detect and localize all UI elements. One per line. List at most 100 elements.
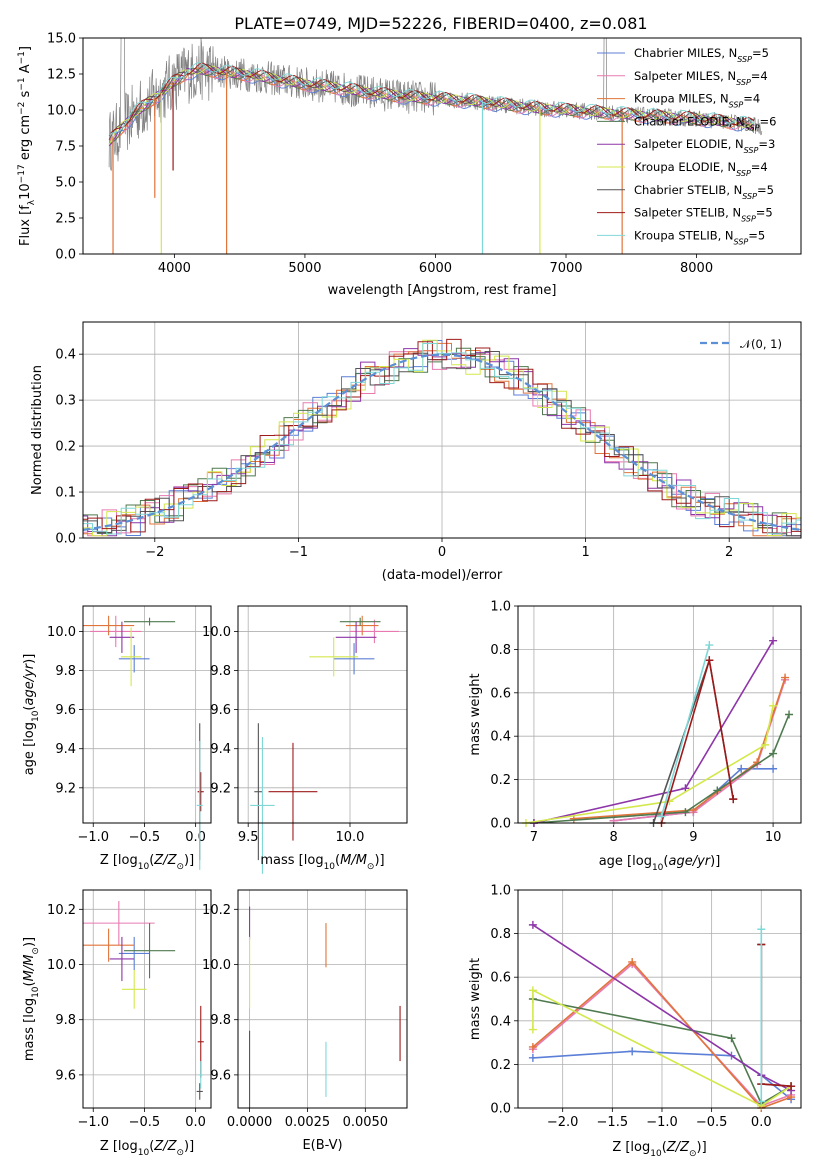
weight-vs-age-frame [517,605,802,824]
legend-sub: SSP [734,237,749,246]
age-vs-Z-ylabel: age [log10(age/yr)] [22,654,41,776]
weight-vs-age-point [769,636,778,645]
weight-vs-age-panel: 7 8 9 10 0.0 0.2 0.4 0.6 0.8 1.0 mass weight age [l… [468,600,802,873]
age-vs-Z-panel: −1.0 −0.5 0.09.29.49.69.810.0Z [log10(Z/Z⊙… [22,605,212,872]
residuals-plot-area [83,338,801,537]
residuals-ytick-label: 0.2 [55,440,76,455]
age-vs-Z-ytick-label: 10.0 [47,625,76,640]
spectrum-ytick-label: 15.0 [47,32,76,47]
age-vs-mass-xtick-label: 9.5 [238,830,259,845]
spectrum-ylabel-part: A [18,64,33,77]
residuals-ytick-label: 0.3 [55,394,76,409]
age-vs-Z-xtick-label: 0.0 [185,830,206,845]
weight-vs-Z-point [787,1082,796,1091]
age-vs-Z-ylabel-part: age [log [22,722,37,775]
weight-vs-Z-ytick-label: 0.4 [490,1014,511,1029]
weight-vs-Z-xtick-label: −2.0 [547,1115,579,1130]
mass-vs-EBV-ytick-label: 10.0 [202,958,231,973]
legend-n: =4 [751,160,768,174]
weight-vs-Z-point [528,1025,537,1034]
weight-vs-Z-xlabel-part: )] [697,1140,707,1155]
mass-vs-EBV-xlabel: E(B-V) [302,1138,342,1153]
weight-vs-Z-xlabel-part: ⊙ [689,1149,697,1159]
mass-vs-EBV-xtick-label: 0.0000 [227,1115,273,1130]
weight-vs-age-ytick-label: 0.4 [490,730,511,745]
weight-vs-age-series-line [525,705,774,824]
weight-vs-age-ytick-label: 0.0 [490,817,511,832]
spectrum-legend-label: Salpeter MILES, NSSP=4 [634,69,768,87]
mass-vs-EBV-xtick-label: 0.0050 [343,1115,389,1130]
weight-vs-age-series-line [660,644,711,817]
age-vs-mass-ytick-label: 9.2 [210,781,231,796]
mass-vs-Z-ytick-label: 9.8 [55,1013,76,1028]
spectrum-xlabel: wavelength [Angstrom, rest frame] [328,283,557,298]
residuals-xtick-label: 2 [725,545,733,560]
mass-vs-Z-xlabel-part: Z/Z [153,1139,177,1154]
weight-vs-age-point [785,710,794,719]
weight-vs-Z-point [528,986,537,995]
spectrum-model-line [108,69,755,145]
mass-vs-Z-ylabel-part: )] [22,937,37,947]
spectrum-model-line [108,66,755,147]
weight-vs-Z-xtick-label: −1.0 [646,1115,678,1130]
weight-vs-Z-xtick-label: −1.5 [597,1115,629,1130]
weight-vs-age-point [737,764,746,773]
legend-name: Chabrier ELODIE, N [634,114,745,128]
weight-vs-Z-point [727,1034,736,1043]
spectrum-ylabel-part: ] [18,46,33,51]
age-vs-mass-xlabel-part: M/M [340,853,367,868]
mass-vs-Z-ytick-label: 9.6 [55,1068,76,1083]
legend-name: Kroupa STELIB, N [634,228,734,242]
age-vs-Z-xtick-label: −1.0 [77,830,109,845]
weight-vs-age-xtick-label: 9 [689,830,697,845]
weight-vs-age-point [781,673,790,682]
weight-vs-age-point [681,784,690,793]
weight-vs-age-xtick-label: 10 [765,830,782,845]
legend-name: Salpeter MILES, N [634,69,736,83]
mass-vs-Z-xlabel-part: ( [149,1139,154,1154]
weight-vs-Z-point [757,1097,766,1106]
legend-n: =4 [743,92,760,106]
spectrum-legend-label: Kroupa ELODIE, NSSP=4 [634,160,768,178]
weight-vs-age-ytick-label: 0.8 [490,643,511,658]
legend-name: Chabrier STELIB, N [634,183,742,197]
weight-vs-Z-xlabel-part: Z/Z [666,1140,690,1155]
spectrum-panel: 4000 5000 6000 7000 8000 0.0 2.5 5.0 7.5 10.0 12.5… [17,32,802,298]
age-vs-mass-xlabel-part: mass [log [260,853,323,868]
age-vs-mass-xlabel-part: 10 [324,862,336,872]
legend-sub: SSP [744,146,759,155]
mass-vs-Z-ylabel-part: M/M [22,955,37,982]
spectrum-ytick-label: 2.5 [55,212,76,227]
spectrum-frame [82,37,802,255]
mass-vs-Z-ytick-label: 10.2 [47,903,76,918]
mass-vs-Z-ylabel: mass [log10(M/M⊙)] [22,937,41,1061]
residuals-xtick-label: 0 [438,545,446,560]
figure-title: PLATE=0749, MJD=52226, FIBERID=0400, z=0… [234,14,647,33]
age-vs-mass-xlabel-part: ⊙ [367,862,375,872]
mass-vs-EBV-xtick-label: 0.0025 [285,1115,331,1130]
age-vs-Z-ytick-label: 9.4 [55,742,76,757]
mass-vs-EBV-ytick-label: 10.2 [202,903,231,918]
legend-sub: SSP [745,123,760,132]
age-vs-Z-xlabel-part: ( [149,853,154,868]
residuals-xtick-label: 1 [581,545,589,560]
age-vs-Z-xlabel-part: Z [log [100,853,138,868]
spectrum-plot-area [108,38,763,254]
age-vs-mass-xlabel-part: ( [335,853,340,868]
residuals-legend-label: 𝒩(0, 1) [740,337,782,351]
spectrum-legend-label: Chabrier MILES, NSSP=5 [634,46,769,64]
weight-vs-age-xlabel-part: )] [710,854,720,869]
weight-vs-Z-ylabel: mass weight [468,958,483,1040]
spectrum-ylabel-part: −2 [17,102,27,115]
spectrum-ytick-label: 0.0 [55,248,76,263]
age-vs-mass-ytick-label: 10.0 [202,625,231,640]
weight-vs-age-point [713,786,722,795]
legend-n: =6 [760,114,777,128]
spectrum-ylabel-part: s [18,90,33,101]
weight-vs-Z-xlabel: Z [log10(Z/Z⊙)] [612,1140,706,1159]
legend-n: =5 [756,206,773,220]
weight-vs-age-xlabel-part: age/yr [668,854,711,869]
legend-name: Kroupa MILES, N [634,92,729,106]
